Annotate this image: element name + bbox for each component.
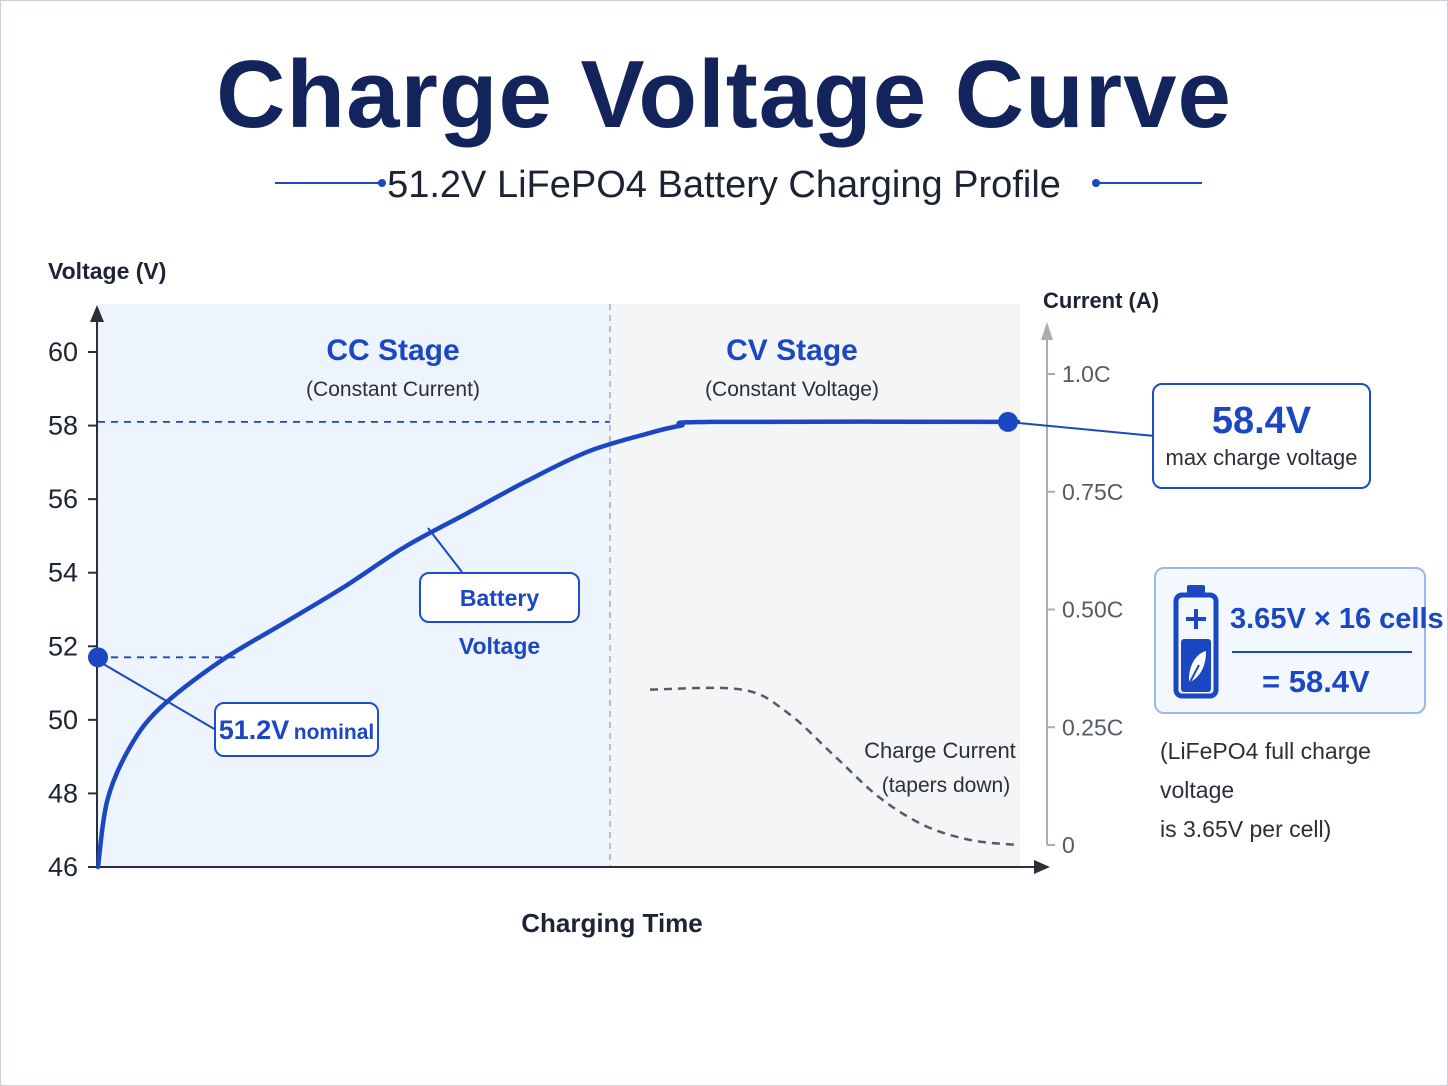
max-voltage-caption: max charge voltage [1165,445,1358,470]
max-voltage-callout: 58.4V max charge voltage [1152,383,1371,489]
y-tick-label: 50 [48,705,78,735]
y2-tick-label: 0 [1062,832,1075,858]
nominal-value: 51.2V [218,715,290,745]
max-voltage-value: 58.4V [1211,400,1312,442]
cc-stage-subtitle: (Constant Current) [306,378,480,401]
battery-voltage-line [95,419,1021,870]
nominal-voltage-marker [88,647,108,668]
charge-current-line [649,686,1019,847]
nominal-callout: 51.2V nominal [214,702,379,757]
formula-divider [1232,651,1412,653]
nominal-suffix: nominal [293,721,375,744]
cv-stage-title: CV Stage [726,334,858,367]
y2-tick-label: 0.50C [1062,597,1123,623]
y-tick-label: 58 [48,411,78,441]
cell-note-line1: (LiFePO4 full charge voltage [1160,738,1371,803]
y-tick-label: 48 [48,778,78,808]
y-tick-label: 52 [48,631,78,661]
y-ticks: 60 58 56 54 52 50 48 46 [48,337,97,882]
subtitle-dot-right [1092,179,1100,187]
battery-voltage-callout-label: Battery Voltage [458,585,541,659]
cell-formula-box: 3.65V × 16 cells = 58.4V [1154,567,1444,714]
y2-axis-label: Current (A) [1043,288,1159,313]
charge-current-label: Charge Current [864,738,1016,763]
y-axis-arrow [90,305,104,322]
cc-stage-title: CC Stage [326,334,459,367]
y2-ticks: 1.0C 0.75C 0.50C 0.25C 0 [1047,361,1123,858]
battery-leaf-icon [1173,585,1219,699]
y2-tick-label: 0.75C [1062,479,1123,505]
battery-voltage-leader [427,527,463,573]
page-subtitle: 51.2V LiFePO4 Battery Charging Profile [387,164,1061,206]
page-title: Charge Voltage Curve [216,41,1232,148]
cell-note: (LiFePO4 full charge voltage is 3.65V pe… [1160,732,1448,849]
y-tick-label: 56 [48,484,78,514]
y-tick-label: 46 [48,852,78,882]
cell-note-line2: is 3.65V per cell) [1160,816,1332,842]
y-axis-label: Voltage (V) [48,258,166,284]
cell-formula-line1: 3.65V × 16 cells [1230,603,1444,635]
nominal-leader [99,661,217,731]
y2-tick-label: 1.0C [1062,361,1111,387]
max-voltage-marker [998,411,1018,432]
cv-stage-region [610,304,1020,867]
y2-axis-arrow [1041,322,1053,340]
battery-voltage-callout: Battery Voltage [419,572,580,659]
y-tick-label: 54 [48,558,78,588]
charge-current-note: (tapers down) [882,774,1010,797]
cell-formula-line2: = 58.4V [1262,664,1370,699]
cv-stage-subtitle: (Constant Voltage) [705,378,879,401]
y2-tick-label: 0.25C [1062,714,1123,740]
max-voltage-leader [1007,421,1156,437]
y-tick-label: 60 [48,337,78,367]
subtitle-dot-left [378,179,386,187]
x-axis-arrow [1034,860,1050,874]
x-axis-label: Charging Time [521,908,703,938]
